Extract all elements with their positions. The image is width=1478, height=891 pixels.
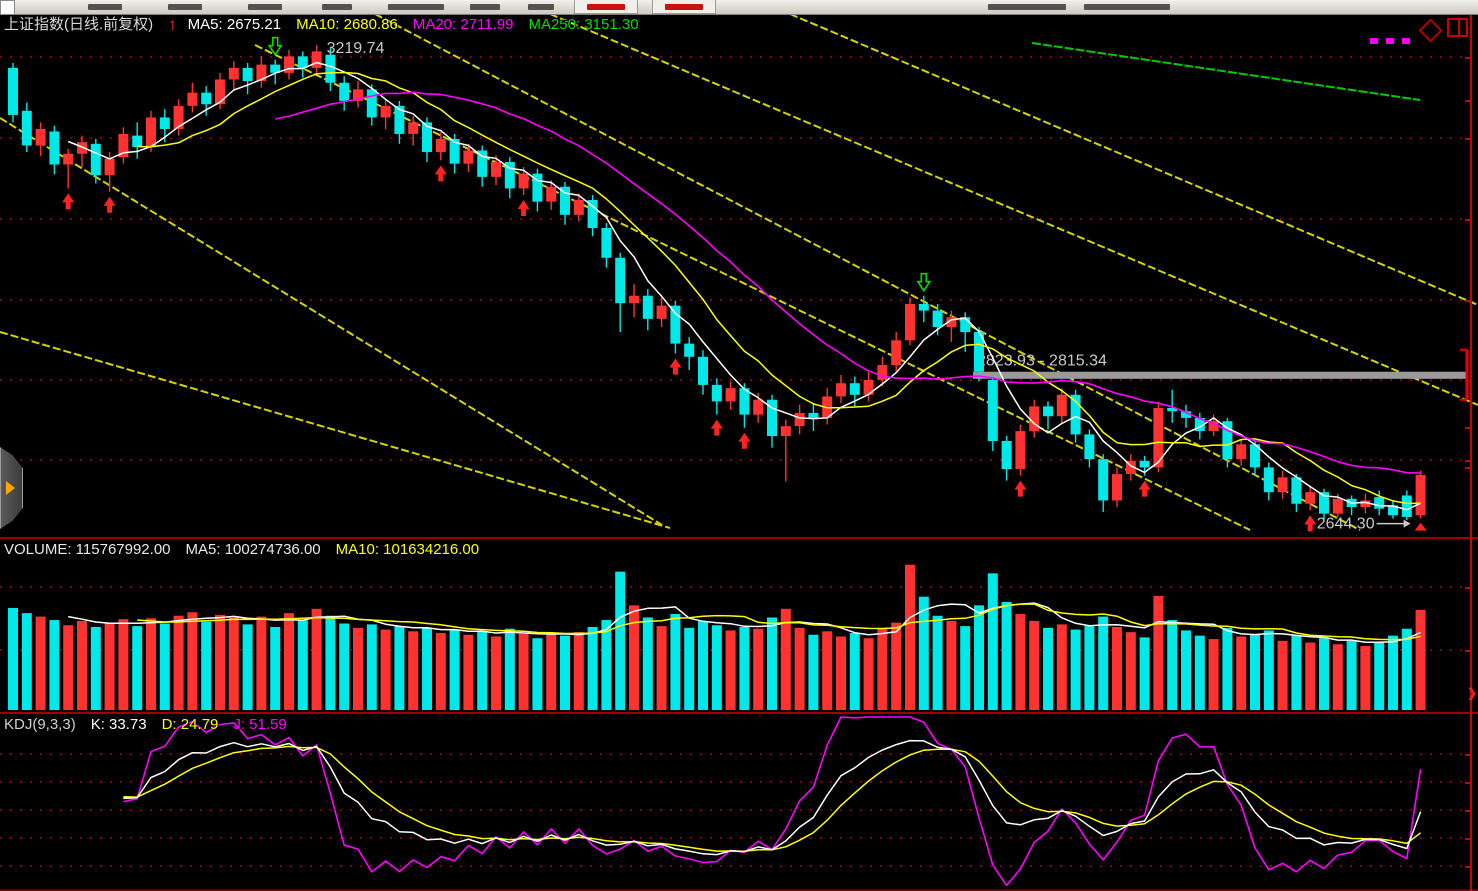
volume-chart-canvas[interactable] [0, 539, 1478, 712]
menu-item-fragment[interactable] [248, 4, 282, 10]
axis-tick [1465, 838, 1472, 840]
ma5-value-label: MA5: 2675.21 [187, 16, 282, 33]
panel-divider[interactable] [0, 537, 1478, 539]
top-toolbar[interactable] [0, 0, 1478, 15]
toolbar-button-fragment[interactable] [574, 0, 638, 14]
chart-corner-tools [1370, 16, 1468, 44]
axis-marker-chevron[interactable]: ❯ [1466, 686, 1477, 700]
volume-panel: VOLUME: 115767992.00 MA5: 100274736.00 M… [0, 539, 1478, 712]
menu-item-fragment[interactable] [528, 4, 554, 10]
axis-tick [1465, 810, 1472, 812]
axis-tick [1465, 427, 1472, 429]
axis-tick [1465, 57, 1472, 59]
kdj-panel-header: KDJ(9,3,3) K: 33.73 D: 24.79 J: 51.59 [4, 715, 287, 734]
menu-item-fragment[interactable] [988, 4, 1066, 10]
ma20-value-label: MA20: 2711.99 [412, 16, 514, 33]
axis-tick [1465, 782, 1472, 784]
split-window-icon[interactable] [1447, 18, 1468, 37]
more-options-icon[interactable] [1370, 38, 1410, 44]
svg-text:2644.30: 2644.30 [1317, 516, 1375, 533]
menu-item-fragment[interactable] [88, 4, 122, 10]
kdj-k-label: K: 33.73 [90, 716, 147, 733]
axis-tick [1465, 100, 1472, 102]
tick-up-arrow-icon: ↑ [168, 15, 177, 34]
axis-tick [1465, 138, 1472, 140]
volume-panel-header: VOLUME: 115767992.00 MA5: 100274736.00 M… [4, 540, 479, 559]
volume-value-label: VOLUME: 115767992.00 [4, 541, 171, 558]
diamond-tool-icon[interactable] [1418, 18, 1443, 43]
toolbar-corner-box [0, 0, 15, 15]
axis-tick [1465, 380, 1472, 382]
price-panel-header: 上证指数(日线.前复权) ↑ MA5: 2675.21 MA10: 2680.8… [4, 15, 639, 34]
axis-tick [1465, 754, 1472, 756]
instrument-title: 上证指数(日线.前复权) [4, 16, 154, 33]
axis-tick [1465, 650, 1472, 652]
price-axis[interactable] [1470, 14, 1472, 891]
kdj-chart-canvas[interactable] [0, 714, 1478, 891]
expand-arrow-icon [6, 481, 15, 495]
kdj-d-label: D: 24.79 [161, 716, 219, 733]
toolbar-button-fragment[interactable] [652, 0, 716, 14]
axis-tick [1465, 219, 1472, 221]
svg-text:3219.74: 3219.74 [327, 40, 385, 57]
price-chart-canvas[interactable]: 2823.93 - 2815.34 3219.74 2644.30 [0, 14, 1478, 537]
bottom-border [0, 889, 1478, 891]
kdj-panel: KDJ(9,3,3) K: 33.73 D: 24.79 J: 51.59 [0, 714, 1478, 891]
ma10-value-label: MA10: 2680.86 [296, 16, 398, 33]
menu-item-fragment[interactable] [388, 4, 444, 10]
volume-ma10-label: MA10: 101634216.00 [335, 541, 480, 558]
menu-item-fragment[interactable] [470, 4, 500, 10]
axis-tick [1465, 587, 1472, 589]
axis-tick [1465, 467, 1472, 469]
axis-tick [1465, 866, 1472, 868]
menu-item-fragment[interactable] [322, 4, 352, 10]
price-chart-panel: 2823.93 - 2815.34 3219.74 2644.30 上证指数(日线.… [0, 14, 1478, 537]
axis-tick [1465, 300, 1472, 302]
menu-item-fragment[interactable] [168, 4, 202, 10]
ma250-value-label: MA250: 3151.30 [528, 16, 639, 33]
menu-item-fragment[interactable] [1084, 4, 1170, 10]
volume-ma5-label: MA5: 100274736.00 [185, 541, 321, 558]
axis-tick [1465, 460, 1472, 462]
kdj-name-label: KDJ(9,3,3) [4, 716, 76, 733]
svg-text:2823.93 - 2815.34: 2823.93 - 2815.34 [977, 353, 1107, 370]
kdj-j-label: J: 51.59 [233, 716, 287, 733]
panel-divider[interactable] [0, 712, 1478, 714]
